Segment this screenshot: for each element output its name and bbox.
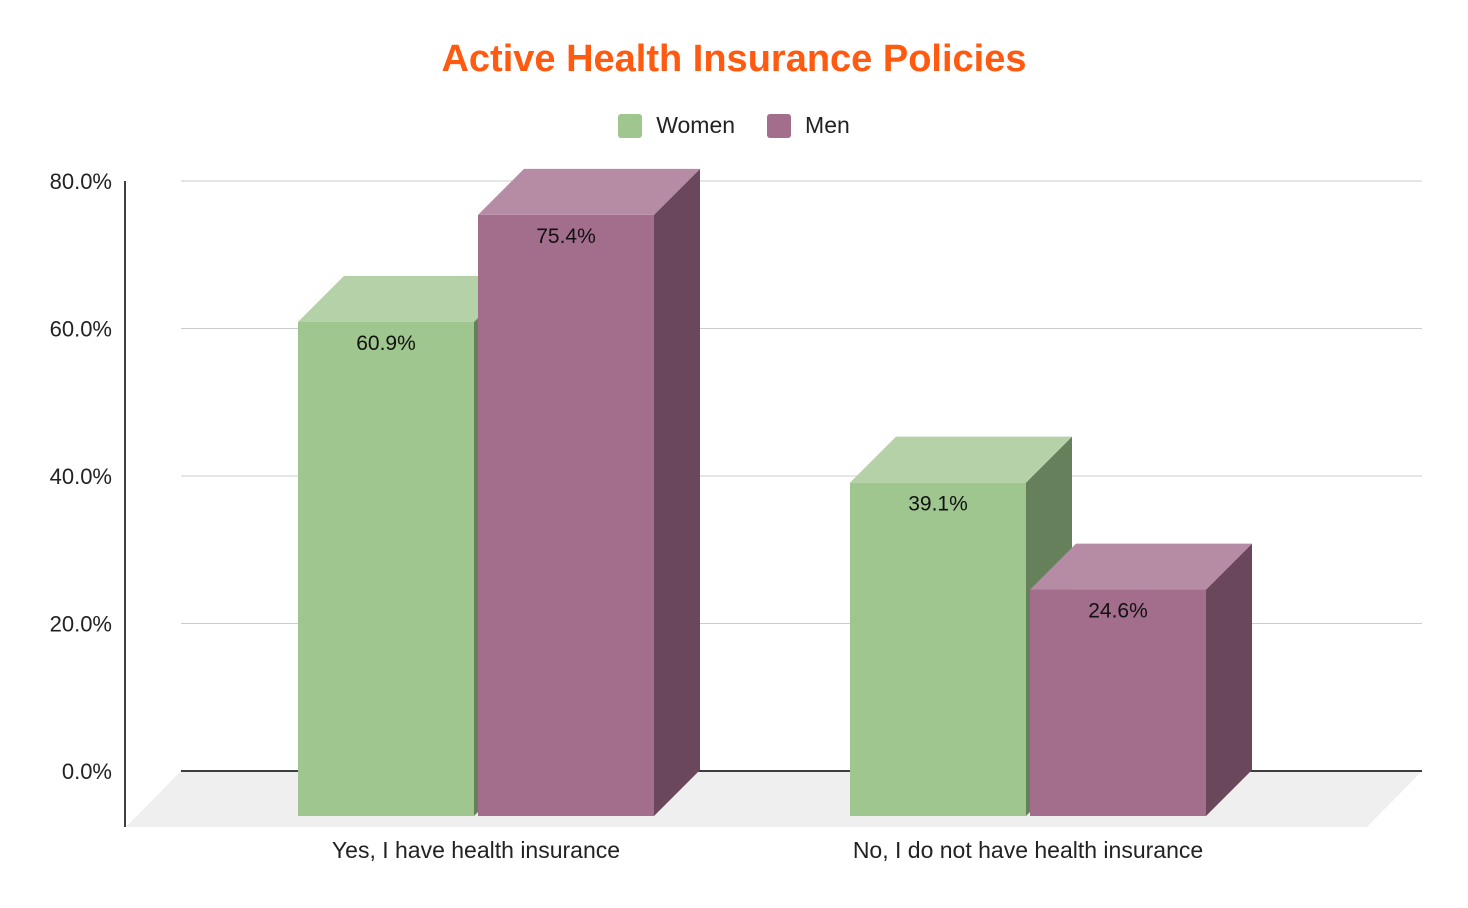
y-tick-label: 20.0% [50, 612, 112, 637]
bar-top [298, 275, 520, 322]
x-category-label: Yes, I have health insurance [332, 837, 620, 863]
bar-top [478, 168, 700, 215]
legend: Women Men [0, 112, 1468, 139]
y-tick-label: 0.0% [62, 759, 112, 784]
bar-men-0 [478, 214, 654, 817]
data-label: 75.4% [536, 225, 596, 248]
data-label: 39.1% [908, 493, 968, 516]
chart-title: Active Health Insurance Policies [441, 38, 1027, 80]
y-tick-label: 60.0% [50, 317, 112, 342]
y-tick-label: 80.0% [50, 169, 112, 194]
legend-label-women: Women [656, 112, 736, 138]
bar-top [1030, 543, 1252, 590]
legend-swatch-women [618, 113, 643, 138]
bar-side [1206, 543, 1252, 816]
data-label: 24.6% [1088, 600, 1148, 623]
bar-top [850, 436, 1072, 483]
bar-side [654, 168, 700, 817]
bar-men-1 [1030, 589, 1206, 816]
bar-women-1 [850, 482, 1026, 816]
bar-women-0 [298, 321, 474, 816]
data-label: 60.9% [356, 332, 416, 355]
y-tick-label: 40.0% [50, 464, 112, 489]
legend-item-women[interactable]: Women [618, 112, 735, 139]
legend-item-men[interactable]: Men [767, 112, 850, 139]
legend-label-men: Men [805, 112, 850, 138]
legend-swatch-men [767, 113, 792, 138]
x-category-label: No, I do not have health insurance [853, 837, 1203, 863]
